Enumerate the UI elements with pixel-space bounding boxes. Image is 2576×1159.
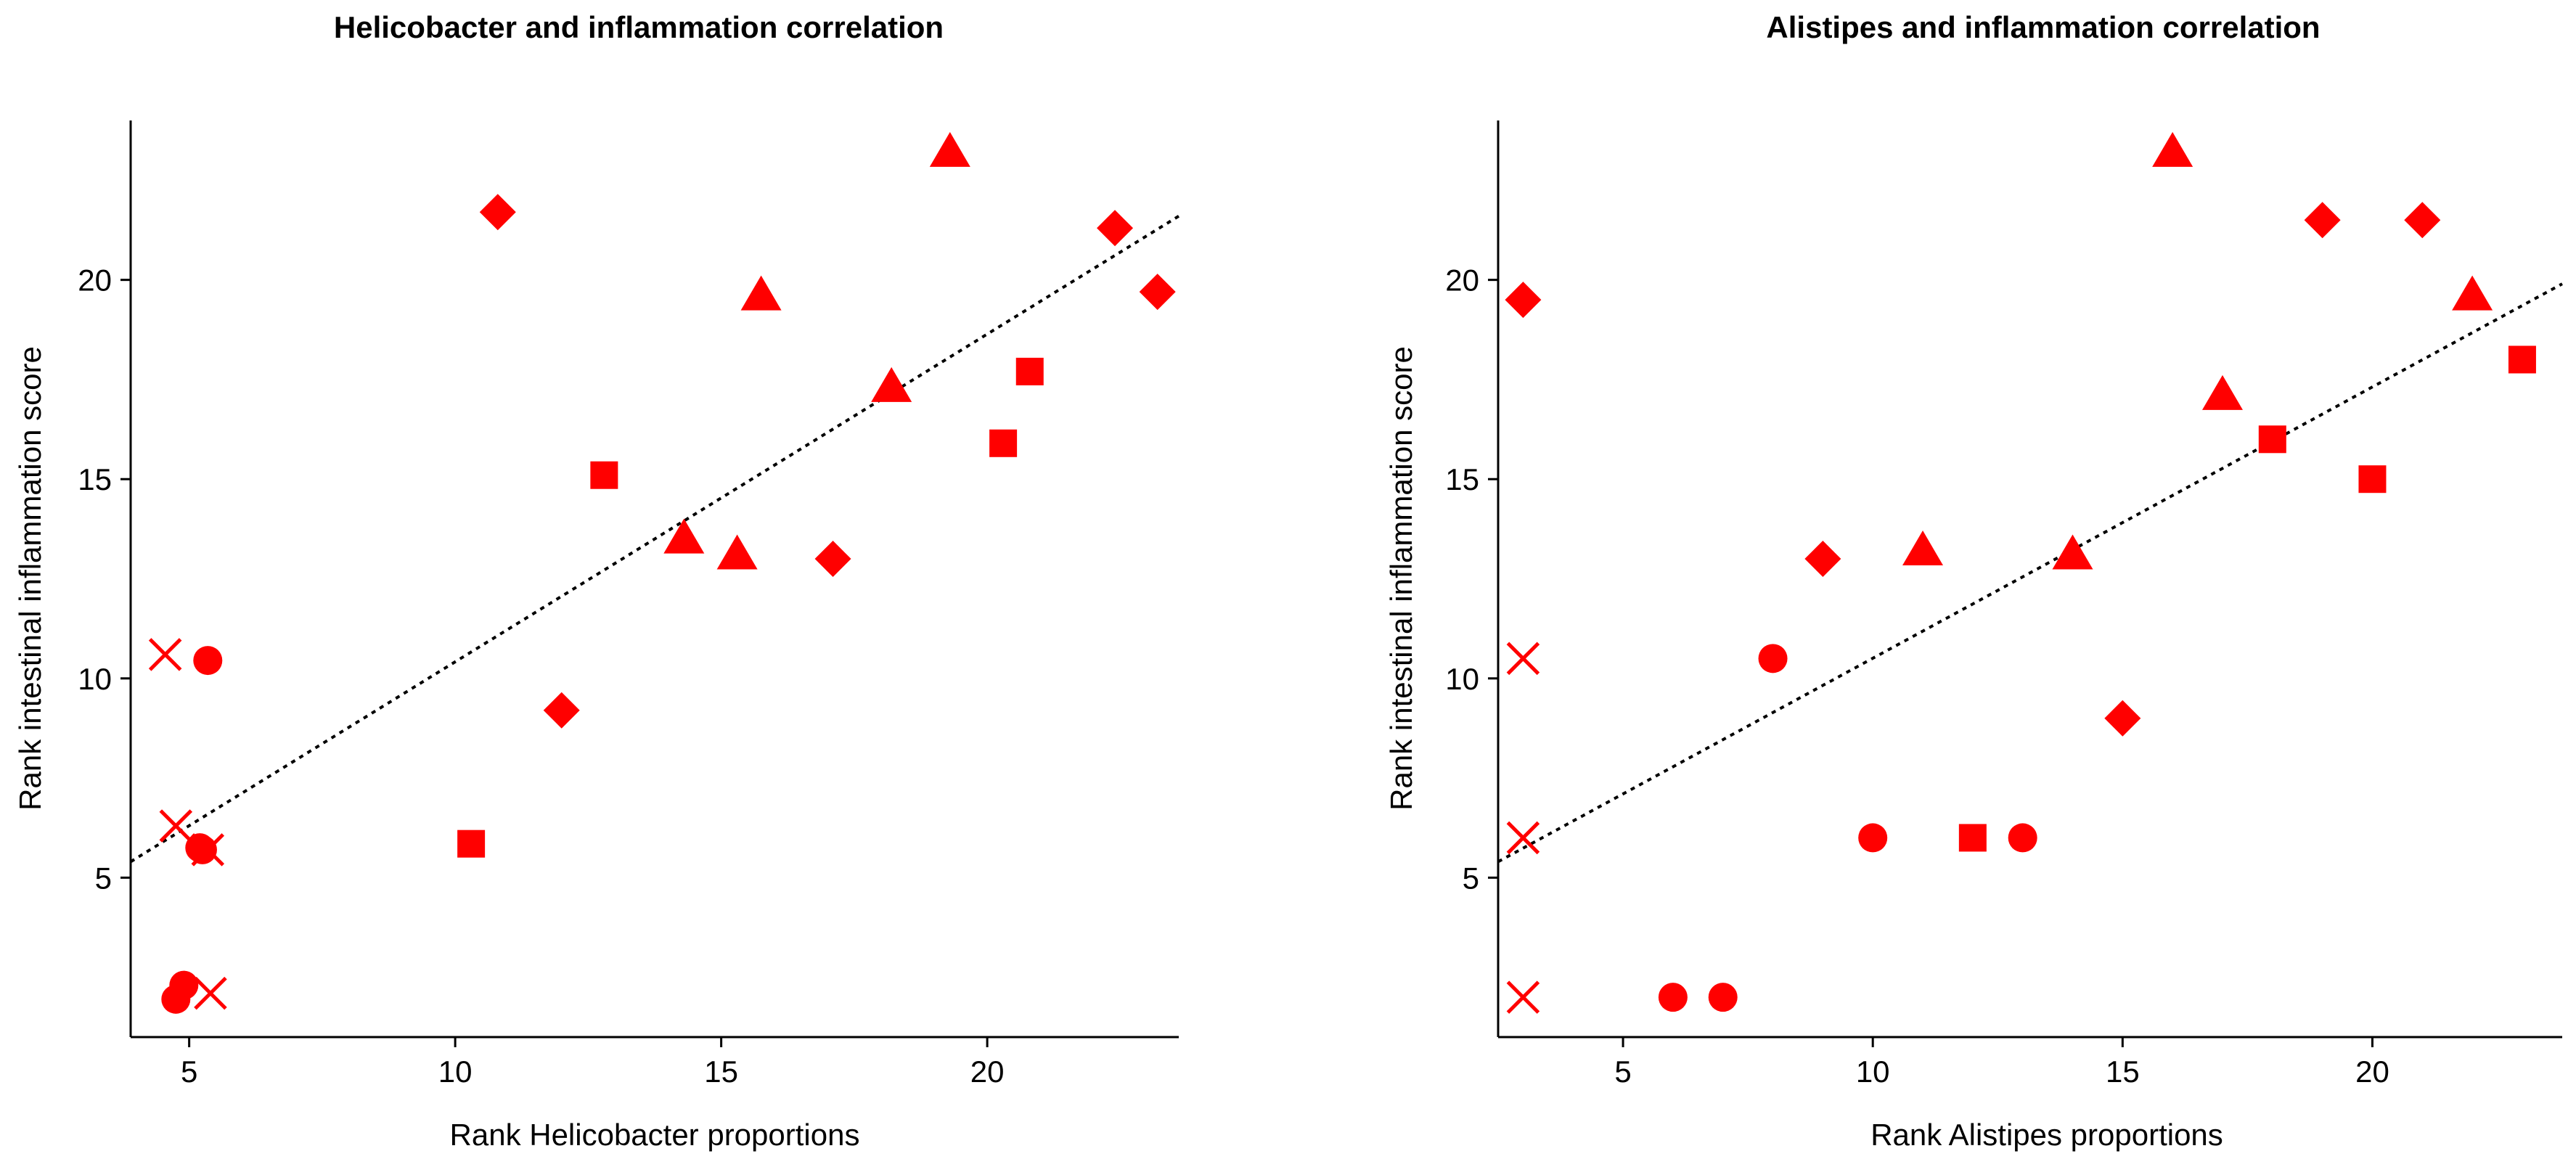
y-axis-label: Rank intestinal inflammation score (13, 346, 47, 811)
square-marker (1015, 357, 1044, 385)
circle-marker (1708, 983, 1738, 1012)
triangle-marker (740, 275, 782, 311)
y-tick-label: 15 (78, 462, 112, 496)
square-marker (457, 830, 486, 858)
diamond-marker (543, 692, 580, 729)
x-axis-label: Rank Helicobacter proportions (450, 1118, 860, 1152)
y-tick-label: 20 (1445, 263, 1479, 298)
y-axis-label: Rank intestinal inflammation score (1384, 346, 1418, 811)
triangle-marker (2052, 534, 2093, 570)
square-marker (2258, 425, 2286, 454)
square-marker (2508, 345, 2536, 374)
tick-group: 5 10 15 20 5 10 15 20 (78, 263, 1004, 1089)
diamond-marker (1505, 282, 1542, 319)
square-marker (989, 429, 1018, 457)
triangle-marker (2152, 131, 2193, 167)
triangle-marker (663, 518, 705, 554)
square-marker (1958, 824, 1987, 852)
y-tick-label: 20 (78, 263, 112, 298)
diamond-marker (479, 194, 516, 231)
square-marker (590, 461, 618, 489)
x-marker (148, 638, 182, 671)
tick-group: 5 10 15 20 5 10 15 20 (1445, 263, 2389, 1089)
circle-marker (1758, 644, 1788, 673)
diamond-marker (1804, 541, 1841, 578)
x-tick-label: 20 (970, 1054, 1005, 1089)
panel-title: Helicobacter and inflammation correlatio… (334, 10, 944, 44)
x-marker (1506, 642, 1540, 676)
diamond-marker (2404, 202, 2441, 239)
triangle-marker (929, 131, 970, 167)
x-tick-label: 10 (1856, 1054, 1890, 1089)
circle-marker (2008, 823, 2037, 853)
y-tick-label: 5 (95, 861, 112, 895)
y-tick-label: 10 (1445, 662, 1479, 696)
circle-marker (161, 984, 191, 1014)
triangle-marker (871, 366, 912, 402)
x-tick-label: 5 (181, 1054, 197, 1089)
triangle-marker (2201, 374, 2243, 410)
triangle-marker (2452, 275, 2493, 311)
square-marker (2358, 465, 2387, 494)
x-tick-label: 10 (438, 1054, 473, 1089)
triangle-marker (1902, 531, 1944, 566)
panel-title: Alistipes and inflammation correlation (1766, 10, 2320, 44)
x-marker (159, 809, 193, 843)
y-tick-label: 5 (1463, 861, 1479, 895)
triangle-marker (716, 534, 758, 570)
x-tick-label: 20 (2355, 1054, 2389, 1089)
trend-line (1497, 282, 2563, 864)
diamond-marker (2104, 700, 2141, 737)
trend-line (129, 215, 1180, 864)
x-marker (191, 833, 225, 867)
x-marker (1506, 821, 1540, 855)
x-marker (194, 976, 227, 1010)
circle-marker (1858, 823, 1888, 853)
y-tick-label: 15 (1445, 462, 1479, 496)
diamond-marker (2304, 202, 2341, 239)
marker-group (1505, 131, 2536, 1014)
x-tick-label: 15 (2106, 1054, 2140, 1089)
diamond-marker (814, 541, 851, 578)
helicobacter-panel: Helicobacter and inflammation correlatio… (13, 10, 1180, 1152)
diamond-marker (1139, 274, 1176, 311)
x-marker (1506, 980, 1540, 1014)
y-tick-label: 10 (78, 662, 112, 696)
x-tick-label: 15 (704, 1054, 738, 1089)
alistipes-panel: Alistipes and inflammation correlation 5… (1384, 10, 2563, 1152)
circle-marker (187, 835, 217, 864)
diamond-marker (1097, 210, 1134, 247)
marker-group (148, 131, 1176, 1014)
x-axis-label: Rank Alistipes proportions (1870, 1118, 2223, 1152)
circle-marker (193, 646, 223, 676)
x-tick-label: 5 (1614, 1054, 1631, 1089)
circle-marker (1658, 983, 1688, 1012)
